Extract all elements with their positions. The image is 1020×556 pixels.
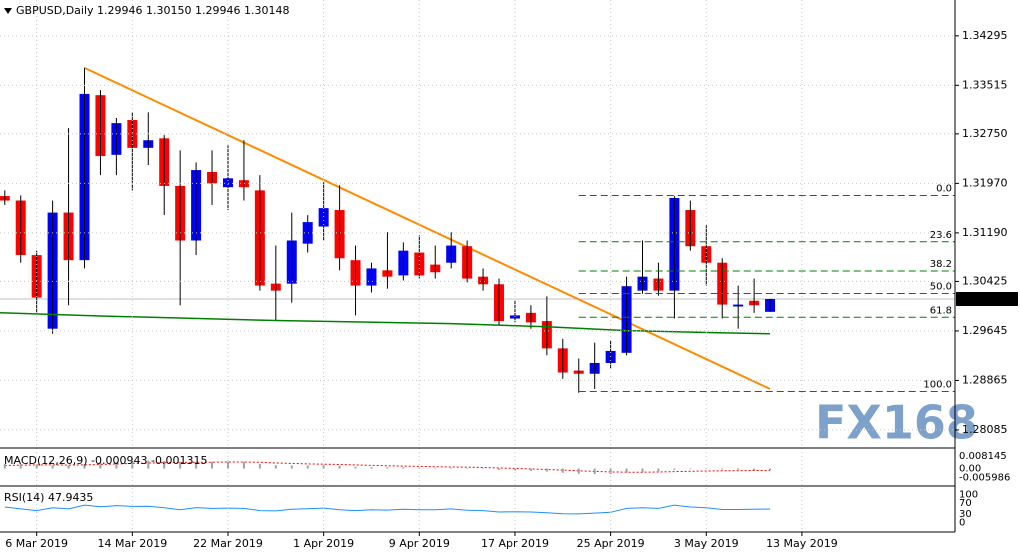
macd-bar [179, 461, 182, 469]
y-tick-label: 1.34295 [962, 29, 1008, 42]
macd-bar [338, 465, 341, 469]
rsi-tick-label: 70 [959, 498, 972, 509]
macd-bar [466, 468, 469, 469]
y-tick-label: 1.31970 [962, 176, 1008, 189]
macd-tick-label: -0.005986 [959, 473, 1010, 484]
x-tick-label: 9 Apr 2019 [389, 537, 450, 550]
macd-bar [593, 468, 596, 475]
fib-label: 38.2 [930, 259, 952, 270]
macd-bar [769, 468, 772, 470]
macd-bar [195, 461, 198, 469]
x-tick-label: 17 Apr 2019 [481, 537, 549, 550]
y-tick-label: 1.33515 [962, 78, 1008, 91]
macd-bar [450, 467, 453, 469]
macd-bar [83, 464, 86, 469]
macd-bar [641, 468, 644, 472]
macd-bar [513, 468, 516, 471]
x-tick-label: 13 May 2019 [766, 537, 838, 550]
macd-bar [402, 467, 405, 469]
macd-bar [657, 468, 660, 472]
macd-bar [3, 464, 6, 469]
macd-bar [737, 468, 740, 470]
fib-label: 23.6 [930, 230, 952, 241]
fib-label: 50.0 [930, 281, 952, 292]
macd-bar [689, 468, 692, 470]
moving-average [0, 312, 771, 335]
menu-arrow[interactable] [4, 8, 12, 14]
macd-bar [721, 468, 724, 470]
rsi-line [4, 504, 771, 515]
macd-bar [322, 465, 325, 469]
macd-bar [51, 465, 54, 469]
macd-bar [19, 464, 22, 469]
rsi-tick-label: 100 [959, 490, 978, 501]
watermark: FX168 [815, 396, 978, 450]
macd-bar [67, 465, 70, 469]
x-tick-label: 3 May 2019 [674, 537, 739, 550]
macd-bar [306, 465, 309, 469]
x-tick-label: 22 Mar 2019 [193, 537, 263, 550]
fib-label: 61.8 [930, 305, 952, 316]
macd-bar [274, 465, 277, 469]
last-price-box [956, 292, 1018, 307]
macd-bar [609, 468, 612, 475]
macd-bar [35, 464, 38, 469]
x-tick-label: 25 Apr 2019 [577, 537, 645, 550]
macd-bar [561, 468, 564, 473]
x-tick-label: 1 Apr 2019 [293, 537, 354, 550]
macd-bar [434, 467, 437, 469]
macd-bar [529, 468, 532, 471]
macd-bar [482, 468, 485, 470]
macd-bar [99, 462, 102, 469]
macd-bar [226, 461, 229, 469]
macd-bar [370, 467, 373, 469]
fib-label: 0.0 [936, 183, 952, 194]
macd-bar [386, 467, 389, 469]
macd-tick-label: 0.00 [959, 464, 981, 475]
x-tick-label: 14 Mar 2019 [97, 537, 167, 550]
macd-bar [625, 468, 628, 473]
macd-tick-label: 0.008145 [959, 451, 1007, 462]
y-tick-label: 1.28085 [962, 423, 1008, 436]
rsi-tick-label: 30 [959, 509, 972, 520]
y-tick-label: 1.32750 [962, 127, 1008, 140]
macd-bar [673, 468, 676, 470]
macd-bar [211, 461, 214, 469]
y-tick-label: 1.28865 [962, 373, 1008, 386]
y-tick-label: 1.31190 [962, 226, 1008, 239]
macd-bar [163, 460, 166, 469]
macd-bar [498, 468, 501, 470]
macd-bar [258, 464, 261, 469]
rsi-tick-label: 0 [959, 517, 965, 528]
macd-bar [115, 461, 118, 469]
macd-bar [242, 461, 245, 469]
y-tick-label: 1.29645 [962, 324, 1008, 337]
macd-signal [4, 461, 771, 473]
macd-bar [753, 468, 756, 470]
rsi-label: RSI(14) 47.9435 [4, 491, 93, 504]
y-tick-label: 1.30425 [962, 274, 1008, 287]
macd-bar [354, 466, 357, 469]
macd-label: MACD(12,26,9) -0.000943 -0.001315 [4, 454, 207, 467]
trendline [84, 66, 771, 390]
macd-bar [147, 460, 150, 469]
chart-title: GBPUSD,Daily 1.29946 1.30150 1.29946 1.3… [16, 4, 289, 17]
fib-label: 100.0 [923, 380, 952, 391]
macd-bar [545, 468, 548, 472]
macd-bar [577, 468, 580, 474]
x-tick-label: 6 Mar 2019 [5, 537, 68, 550]
macd-bar [290, 465, 293, 469]
